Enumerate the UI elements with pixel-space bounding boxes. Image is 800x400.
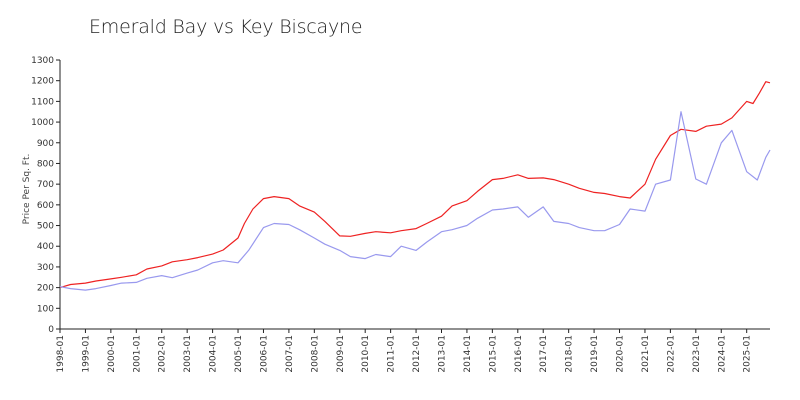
x-tick-label: 2017-01 — [539, 335, 549, 373]
y-tick-label: 1100 — [31, 97, 54, 107]
y-tick-label: 700 — [37, 180, 54, 190]
x-tick-label: 2018-01 — [565, 335, 575, 373]
x-tick-label: 2022-01 — [666, 335, 676, 373]
x-tick-label: 2009-01 — [336, 335, 346, 373]
x-tick-label: 2025-01 — [743, 335, 753, 373]
y-tick-label: 400 — [37, 242, 54, 252]
y-tick-label: 800 — [37, 159, 54, 169]
x-tick-label: 2013-01 — [437, 335, 447, 373]
series-line-2 — [59, 111, 771, 291]
x-tick-label: 2021-01 — [641, 335, 651, 373]
x-tick-label: 2002-01 — [158, 335, 168, 373]
y-tick-label: 900 — [37, 139, 54, 149]
y-tick-label: 1300 — [31, 56, 54, 66]
x-tick-label: 2003-01 — [183, 335, 193, 373]
y-tick-label: 200 — [37, 284, 54, 294]
y-tick-label: 1200 — [31, 77, 54, 87]
x-tick-label: 2007-01 — [285, 335, 295, 373]
x-tick-label: 2012-01 — [412, 335, 422, 373]
x-tick-label: 2010-01 — [361, 335, 371, 373]
x-tick-label: 2014-01 — [463, 335, 473, 373]
x-tick-label: 2019-01 — [590, 335, 600, 373]
x-tick-label: 2023-01 — [692, 335, 702, 373]
y-tick-label: 1000 — [31, 118, 54, 128]
y-tick-label: 600 — [37, 201, 54, 211]
x-tick-label: 2005-01 — [234, 335, 244, 373]
x-tick-label: 2016-01 — [514, 335, 524, 373]
x-tick-label: 2000-01 — [107, 335, 117, 373]
series-group — [59, 81, 771, 291]
y-tick-label: 300 — [37, 263, 54, 273]
x-tick-label: 2024-01 — [717, 335, 727, 373]
series-line-1 — [59, 81, 771, 289]
y-tick-label: 100 — [37, 304, 54, 314]
chart-title: Emerald Bay vs Key Biscayne — [89, 16, 363, 38]
x-tick-label: 2011-01 — [387, 335, 397, 373]
axes: 0 100 200 300 400 500 600 700 800 900 1000 1100 1200… — [31, 56, 770, 373]
x-tick-label: 2020-01 — [616, 335, 626, 373]
x-tick-label: 2001-01 — [132, 335, 142, 373]
x-tick-label: 1999-01 — [81, 335, 91, 373]
x-tick-label: 2008-01 — [310, 335, 320, 373]
x-tick-label: 2015-01 — [488, 335, 498, 373]
x-tick-label: 2006-01 — [259, 335, 269, 373]
y-tick-label: 500 — [37, 222, 54, 232]
x-tick-label: 2004-01 — [209, 335, 219, 373]
x-tick-label: 1998-01 — [56, 335, 66, 373]
y-tick-label: 0 — [48, 325, 54, 335]
